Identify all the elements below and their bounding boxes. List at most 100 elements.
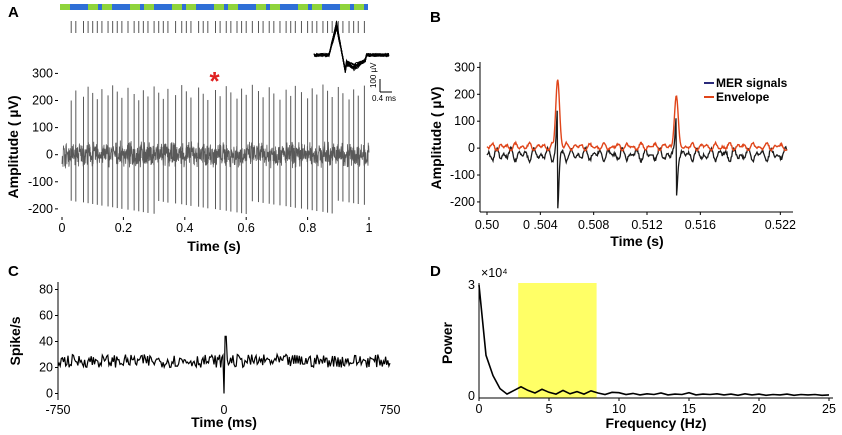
raster-bar-segment: [252, 4, 256, 10]
scale-bar-amplitude-label: 100 µV: [369, 62, 378, 88]
panel-d: 03 0 5 10 15 20 25 ×10⁴ Frequency (Hz) Power: [439, 266, 836, 431]
y-tick-label: 200: [454, 87, 475, 101]
y-tick-label: 80: [39, 283, 53, 297]
y-tick-label: 300: [454, 60, 475, 74]
raster-bar-segment: [144, 4, 154, 10]
raster-bar-segment: [326, 4, 336, 10]
raster-bar-segment: [308, 4, 312, 10]
x-tick-label: 0.6: [238, 221, 255, 235]
series-envelope: [486, 79, 788, 153]
frequency-band-highlight: [518, 283, 597, 398]
x-axis-ticks: -750 0 750: [45, 403, 400, 417]
panel-label-d: D: [430, 263, 441, 280]
raster-bar-segment: [168, 4, 172, 10]
raster-bar-segment: [98, 4, 102, 10]
y-tick-label: -200: [450, 195, 475, 209]
y-axis-ticks: -200 -100 0 100 200 300: [450, 60, 480, 209]
x-tick-label: 0.508: [578, 218, 609, 232]
power-spectrum-line: [478, 284, 830, 397]
raster-bar-segment: [364, 4, 368, 10]
raster-bar-segment: [256, 4, 266, 10]
autocorrelogram-line: [57, 335, 391, 394]
spike-marker-asterisk: *: [210, 66, 221, 96]
x-axis-label: Time (s): [610, 233, 663, 249]
y-axis-label: Power: [439, 321, 455, 364]
y-axis-label: Amplitude ( µV): [5, 96, 21, 199]
x-tick-label: 0.512: [631, 218, 662, 232]
y-tick-label: 100: [454, 114, 475, 128]
raster-bar-segment: [336, 4, 340, 10]
raster-bar-segment: [266, 4, 270, 10]
raster-bar-segment: [280, 4, 284, 10]
legend-label-mer-signals: MER signals: [716, 76, 788, 90]
y-tick-label: 0: [468, 141, 475, 155]
x-axis-label: Time (ms): [191, 414, 257, 430]
y-tick-label: -100: [450, 168, 475, 182]
raster-bar-segment: [182, 4, 186, 10]
raster-bar-segment: [350, 4, 354, 10]
raster-bar-segment: [130, 4, 140, 10]
raster-bar-segment: [74, 4, 84, 10]
y-tick-label: 100: [32, 121, 53, 135]
y-tick-label: 3: [468, 278, 475, 292]
y-tick-label: 0: [46, 148, 53, 162]
raster-bar-segment: [70, 4, 74, 10]
x-tick-label: 20: [752, 402, 766, 416]
panel-label-b: B: [430, 9, 441, 26]
panel-label-c: C: [8, 263, 19, 280]
y-axis-label: Amplitude ( µV): [428, 87, 444, 190]
y-axis-label: Spike/s: [7, 316, 23, 365]
panel-label-a: A: [8, 4, 19, 21]
y-tick-label: 200: [32, 94, 53, 108]
waveform-trace: [313, 20, 390, 72]
raster-bar-segment: [84, 4, 88, 10]
waveform-inset: [313, 20, 390, 73]
raster-color-bar: [60, 4, 368, 10]
raster-bar-segment: [116, 4, 126, 10]
spike-raster: [70, 21, 365, 33]
x-axis-ticks: 0 0.2 0.4 0.6 0.8 1: [59, 217, 373, 235]
x-tick-label: -750: [45, 403, 70, 417]
raster-bar-segment: [196, 4, 200, 10]
raster-bar-segment: [126, 4, 130, 10]
y-axis-ticks: -200 -100 0 100 200 300: [28, 66, 58, 216]
y-tick-label: 40: [39, 335, 53, 349]
x-tick-label: 25: [822, 402, 836, 416]
raster-bar-segment: [312, 4, 322, 10]
raster-bar-segment: [172, 4, 182, 10]
y-tick-label: 20: [39, 361, 53, 375]
x-tick-label: 0: [476, 402, 483, 416]
raster-bar-segment: [294, 4, 298, 10]
x-tick-label: 0: [59, 221, 66, 235]
y-tick-label: 0: [468, 389, 475, 403]
panel-c: 0 20 40 60 80 -750 0 750 Time (ms) Spike/s: [7, 282, 400, 430]
raster-bar-segment: [210, 4, 214, 10]
y-axis-ticks: 03: [468, 278, 475, 403]
signal-trace: [61, 84, 370, 215]
y-axis-ticks: 0 20 40 60 80: [39, 283, 58, 401]
raster-bar-segment: [242, 4, 252, 10]
raster-bar-segment: [214, 4, 224, 10]
x-tick-label: 10: [612, 402, 626, 416]
raster-bar-segment: [284, 4, 294, 10]
raster-bar-segment: [60, 4, 70, 10]
y-tick-label: -100: [28, 175, 53, 189]
x-tick-label: 0.2: [115, 221, 132, 235]
raster-bar-segment: [102, 4, 112, 10]
legend-label-envelope: Envelope: [716, 90, 770, 104]
raster-bar-segment: [88, 4, 98, 10]
raster-bar-segment: [186, 4, 196, 10]
x-tick-label: 0.4: [176, 221, 193, 235]
x-tick-label: 0.522: [765, 218, 796, 232]
raster-bar-segment: [158, 4, 168, 10]
raster-bar-segment: [354, 4, 364, 10]
x-axis-ticks: 0 5 10 15 20 25: [476, 398, 836, 416]
raster-bar-segment: [228, 4, 238, 10]
waveform-trace: [313, 27, 390, 69]
raster-bar-segment: [322, 4, 326, 10]
x-tick-label: 15: [682, 402, 696, 416]
raster-bar-segment: [298, 4, 308, 10]
y-tick-label: 300: [32, 66, 53, 80]
